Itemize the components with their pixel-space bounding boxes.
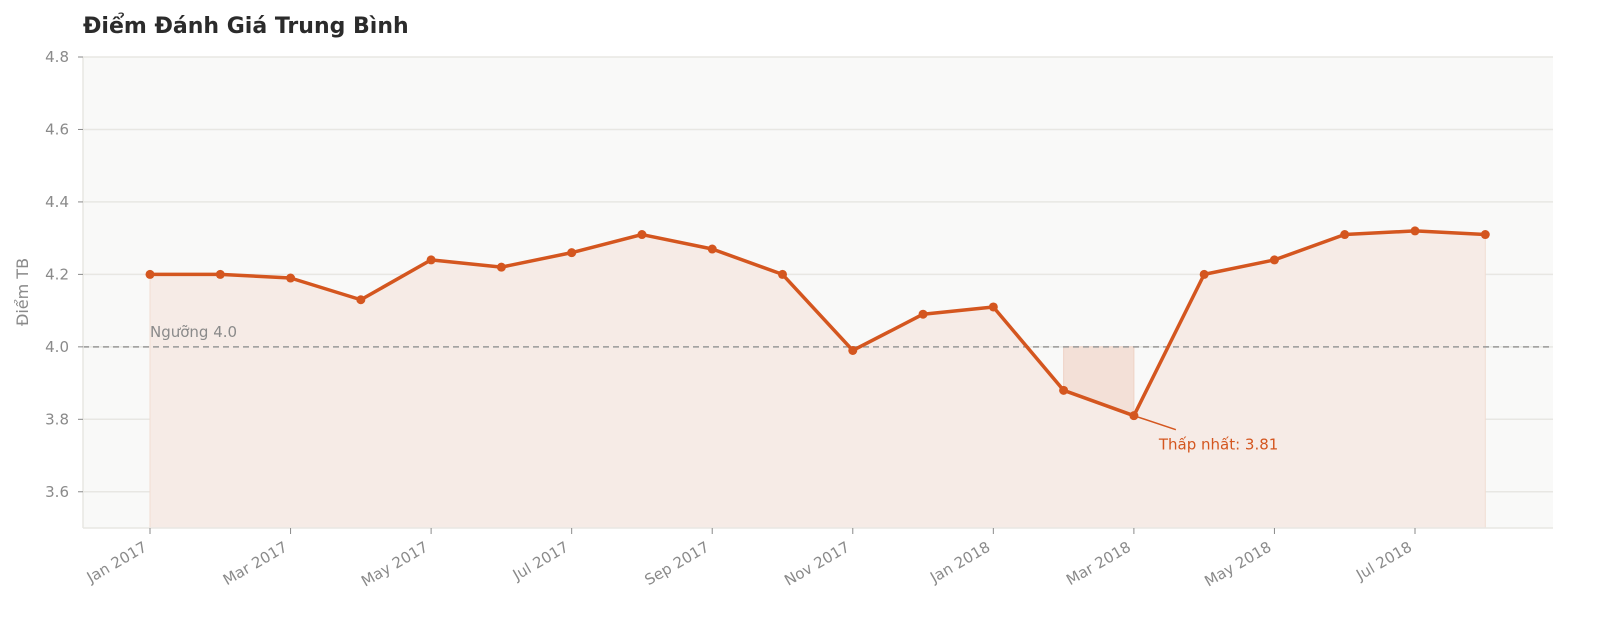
data-point	[707, 244, 717, 254]
data-point	[145, 269, 155, 279]
data-point	[1340, 230, 1350, 240]
data-series	[145, 226, 1490, 421]
y-tick-label: 4.2	[45, 265, 69, 283]
y-tick-label: 3.8	[45, 410, 69, 428]
chart-title: Điểm Đánh Giá Trung Bình	[83, 14, 409, 39]
annotation-label: Thấp nhất: 3.81	[1158, 436, 1278, 454]
y-axis-label: Điểm TB	[13, 258, 32, 326]
y-tick-label: 4.6	[45, 120, 69, 138]
y-tick-label: 4.8	[45, 48, 69, 66]
data-point	[988, 302, 998, 312]
data-point	[1059, 385, 1069, 395]
annotation-arrow	[1133, 414, 1177, 431]
data-point	[637, 230, 647, 240]
data-point	[215, 269, 225, 279]
data-point	[848, 345, 858, 355]
y-tick-label: 4.0	[45, 338, 69, 356]
data-point	[567, 248, 577, 258]
threshold-label: Ngưỡng 4.0	[150, 323, 237, 341]
data-point	[1269, 255, 1279, 265]
y-tick-label: 3.6	[45, 483, 69, 501]
x-tick-label: May 2017	[358, 538, 431, 591]
x-tick-label: Mar 2017	[220, 538, 291, 589]
data-point	[1410, 226, 1420, 236]
data-point	[286, 273, 296, 283]
data-point	[356, 295, 366, 305]
x-tick-label: Mar 2018	[1063, 538, 1134, 589]
x-tick-label: Jul 2018	[1352, 538, 1415, 585]
threshold-line: Ngưỡng 4.0	[83, 323, 1553, 348]
x-tick-label: May 2018	[1201, 538, 1274, 591]
x-tick-label: Jan 2017	[83, 538, 150, 587]
data-point	[1199, 269, 1209, 279]
y-tick-label: 4.4	[45, 193, 69, 211]
data-point	[1480, 230, 1490, 240]
annotation: Thấp nhất: 3.81	[1133, 414, 1278, 454]
x-tick-label: Jan 2018	[926, 538, 993, 587]
data-point	[918, 309, 928, 319]
series-line	[150, 229, 1486, 418]
data-point	[496, 262, 506, 272]
x-tick-label: Jul 2017	[509, 538, 572, 585]
x-tick-label: Nov 2017	[781, 538, 853, 590]
data-point	[778, 269, 787, 279]
x-tick-label: Sep 2017	[642, 538, 713, 589]
data-point	[426, 255, 436, 265]
